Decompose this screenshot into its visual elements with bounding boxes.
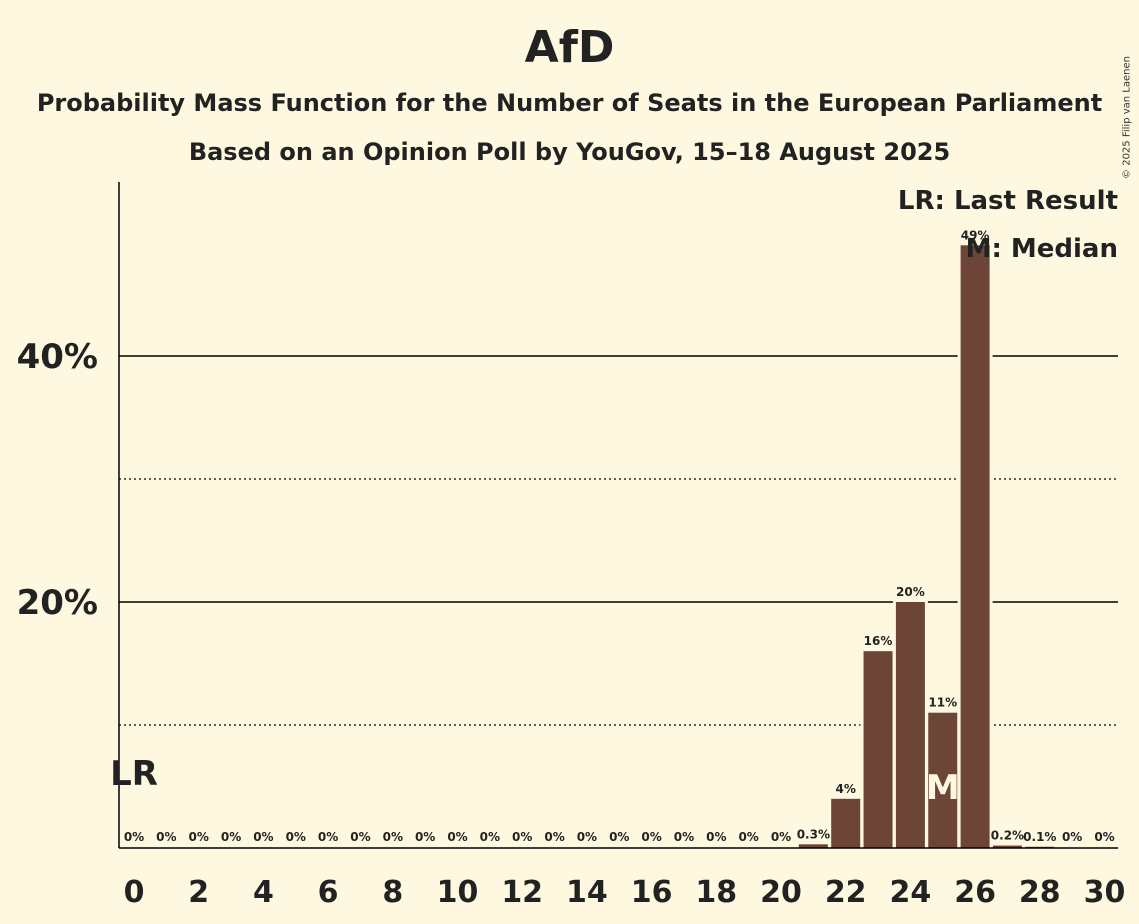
bar	[928, 712, 958, 848]
x-tick-label: 22	[825, 875, 867, 910]
data-label: 0%	[286, 830, 306, 844]
bar	[798, 844, 828, 848]
data-label: 0%	[706, 830, 726, 844]
x-tick-label: 28	[1019, 875, 1061, 910]
data-label: 0%	[253, 830, 273, 844]
data-label: 0%	[480, 830, 500, 844]
bar-halo	[989, 842, 1025, 848]
data-label: 0%	[544, 830, 564, 844]
data-label: 0%	[674, 830, 694, 844]
legend-median: M: Median	[966, 234, 1118, 264]
data-label: 0%	[512, 830, 532, 844]
x-tick-label: 30	[1084, 875, 1126, 910]
data-label: 0%	[1062, 830, 1082, 844]
data-label: 0%	[350, 830, 370, 844]
data-label: 0%	[447, 830, 467, 844]
data-label: 0%	[609, 830, 629, 844]
data-label: 0%	[1094, 830, 1114, 844]
chart-subtitle: Probability Mass Function for the Number…	[36, 89, 1103, 117]
y-tick-labels: 20% 40%	[17, 337, 98, 623]
x-tick-label: 14	[566, 875, 608, 910]
chart-source-subtitle: Based on an Opinion Poll by YouGov, 15–1…	[188, 138, 951, 166]
legend-last-result: LR: Last Result	[898, 186, 1118, 216]
x-tick-label: 2	[188, 875, 209, 910]
data-label: 0%	[641, 830, 661, 844]
x-tick-label: 4	[253, 875, 274, 910]
data-label: 0%	[124, 830, 144, 844]
data-label: 0%	[156, 830, 176, 844]
bar	[960, 245, 990, 849]
gridlines	[119, 355, 1118, 726]
x-tick-label: 6	[318, 875, 339, 910]
x-tick-labels: 0 2 4 6 8 10 12 14 16 18 20 22 24 26 28 30	[124, 875, 1126, 910]
bar	[895, 602, 925, 848]
data-label: 0.1%	[1023, 830, 1056, 844]
data-label: 49%	[961, 228, 990, 242]
bar-halo	[1022, 843, 1058, 848]
median-marker: M	[926, 768, 960, 808]
data-label: 0%	[318, 830, 338, 844]
data-label: 0%	[577, 830, 597, 844]
bars	[795, 242, 1058, 849]
data-label: 0%	[189, 830, 209, 844]
markers: LR M	[110, 754, 960, 808]
axes	[118, 182, 1118, 849]
bar	[863, 651, 893, 848]
data-label: 20%	[896, 585, 925, 599]
chart-title: AfD	[524, 22, 615, 73]
bar	[992, 845, 1022, 848]
bar	[831, 798, 861, 848]
data-label: 0%	[415, 830, 435, 844]
last-result-marker: LR	[110, 754, 158, 794]
data-label: 11%	[928, 696, 957, 710]
y-tick-label: 40%	[17, 337, 98, 377]
data-label: 0%	[221, 830, 241, 844]
x-tick-label: 26	[954, 875, 996, 910]
y-tick-label: 20%	[17, 583, 98, 623]
x-tick-label: 24	[890, 875, 932, 910]
x-tick-label: 12	[501, 875, 543, 910]
data-label: 0%	[738, 830, 758, 844]
x-tick-label: 18	[695, 875, 737, 910]
x-tick-label: 10	[437, 875, 479, 910]
x-tick-label: 16	[631, 875, 673, 910]
x-tick-label: 0	[124, 875, 145, 910]
data-label: 0%	[383, 830, 403, 844]
data-label: 0.2%	[991, 829, 1024, 843]
x-tick-label: 8	[382, 875, 403, 910]
data-label: 4%	[836, 782, 856, 796]
x-tick-label: 20	[760, 875, 802, 910]
data-labels: 0% 0% 0% 0% 0% 0% 0% 0% 0% 0% 0% 0% 0% 0% 0% 0% 0% 0% 0% 0%…	[124, 228, 1115, 844]
legend: LR: Last Result M: Median	[898, 186, 1118, 264]
data-label: 16%	[864, 634, 893, 648]
data-label: 0.3%	[797, 827, 830, 841]
data-label: 0%	[771, 830, 791, 844]
